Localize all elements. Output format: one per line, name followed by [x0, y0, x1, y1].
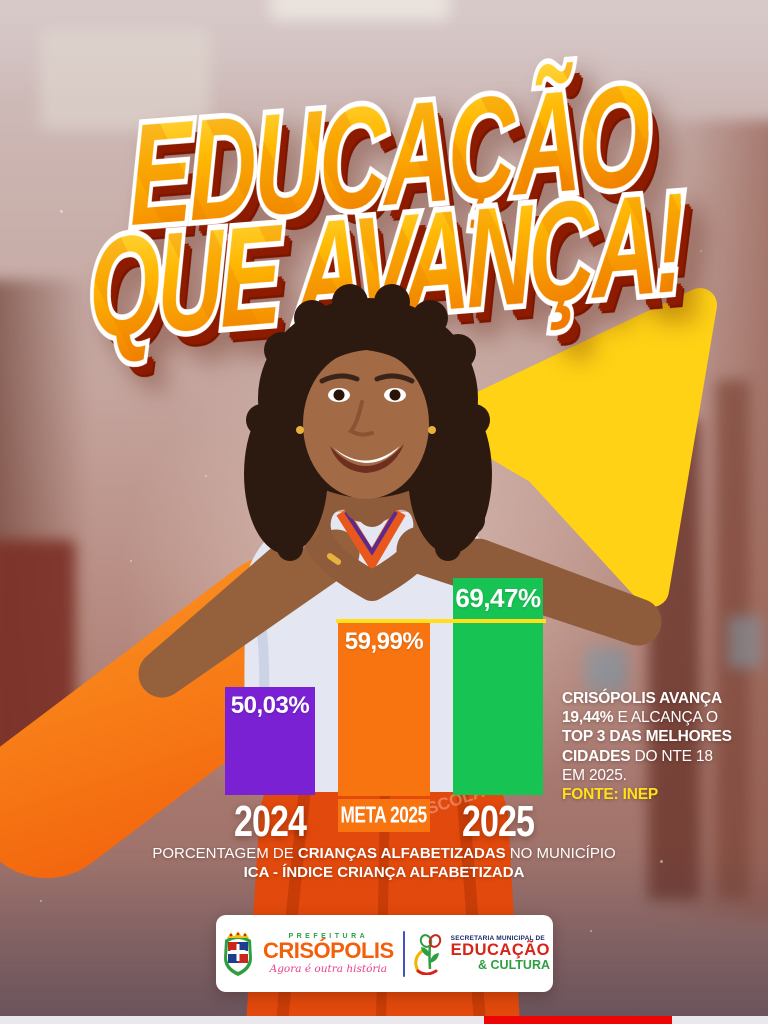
secretaria-educacao: EDUCAÇÃO: [450, 941, 551, 959]
bar-meta-2025-value: 59,99%: [344, 628, 424, 655]
caption-bold: CRIANÇAS ALFABETIZADAS: [297, 845, 506, 862]
footer-logo-card: PREFEITURA CRISÓPOLIS Agora é outra hist…: [216, 915, 553, 992]
highlight-line1: CRISÓPOLIS AVANÇA: [562, 690, 722, 707]
highlight-line2: E ALCANÇA O: [613, 709, 718, 727]
prefeitura-slogan: Agora é outra história: [269, 962, 388, 975]
highlight-line3: TOP 3 DAS MELHORES: [562, 728, 732, 746]
highlight-line5: EM 2025.: [562, 766, 627, 784]
category-label-meta-2025: META 2025: [338, 799, 430, 832]
highlight-line4: DO NTE 18: [630, 747, 713, 765]
dust-speck: [660, 860, 663, 863]
arrow-head-yellow: [441, 288, 717, 607]
bar-meta-2025: 59,99%: [338, 623, 430, 796]
prefeitura-logo: PREFEITURA CRISÓPOLIS Agora é outra hist…: [219, 930, 394, 978]
left-arm: [138, 529, 360, 698]
logo-divider: [402, 930, 405, 977]
category-label-2025: 2025: [461, 797, 535, 846]
bar-2024: 50,03%: [225, 687, 315, 795]
caption-post: NO MUNICÍPIO: [505, 845, 616, 862]
secretaria-logo: SECRETARIA MUNICIPAL DE EDUCAÇÃO & CULTU…: [413, 933, 550, 975]
collar: [336, 508, 406, 573]
dust-speck: [590, 930, 592, 932]
face: [296, 330, 436, 499]
highlight-pct: 19,44%: [562, 709, 614, 727]
bottom-strip-red-segment: [484, 1016, 672, 1024]
prefeitura-label: PREFEITURA: [288, 932, 369, 940]
earring: [296, 426, 304, 434]
smile: [330, 444, 404, 473]
dust-speck: [130, 560, 132, 562]
category-label-2024: 2024: [233, 797, 307, 846]
secretaria-text: SECRETARIA MUNICIPAL DE EDUCAÇÃO & CULTU…: [451, 935, 550, 972]
bottom-strip: [0, 1016, 768, 1024]
dust-speck: [700, 250, 702, 252]
source-label: FONTE: INEP: [562, 786, 658, 804]
ceiling-light: [270, 0, 450, 20]
bar-2025: 69,47%: [453, 578, 543, 795]
prefeitura-text: PREFEITURA CRISÓPOLIS Agora é outra hist…: [263, 933, 394, 975]
caption-line2: ICA - ÍNDICE CRIANÇA ALFABETIZADA: [243, 864, 525, 881]
dust-speck: [205, 475, 207, 477]
meta-target-line: [336, 619, 546, 623]
gold-ring: [326, 553, 342, 565]
caption-pre: PORCENTAGEM DE: [152, 845, 298, 862]
dust-speck: [40, 900, 42, 902]
educacao-cultura-icon: [413, 933, 441, 975]
highlight-line4-bold: CIDADES: [562, 747, 631, 765]
bar-2024-value: 50,03%: [230, 692, 310, 719]
prefeitura-name: CRISÓPOLIS: [262, 937, 394, 963]
bar-2025-value: 69,47%: [455, 583, 541, 613]
door-window-2: [728, 616, 762, 668]
highlight-text: CRISÓPOLIS AVANÇA 19,44% E ALCANÇA O TOP…: [562, 689, 767, 804]
earring: [428, 426, 436, 434]
meta-2025-text: META 2025: [340, 802, 428, 828]
crisopolis-coat-of-arms-icon: [223, 930, 252, 976]
dust-speck: [60, 210, 63, 213]
secretaria-cultura: & CULTURA: [478, 958, 551, 972]
secretaria-label: SECRETARIA MUNICIPAL DE: [450, 935, 545, 942]
chart-caption: PORCENTAGEM DE CRIANÇAS ALFABETIZADAS NO…: [0, 844, 768, 882]
